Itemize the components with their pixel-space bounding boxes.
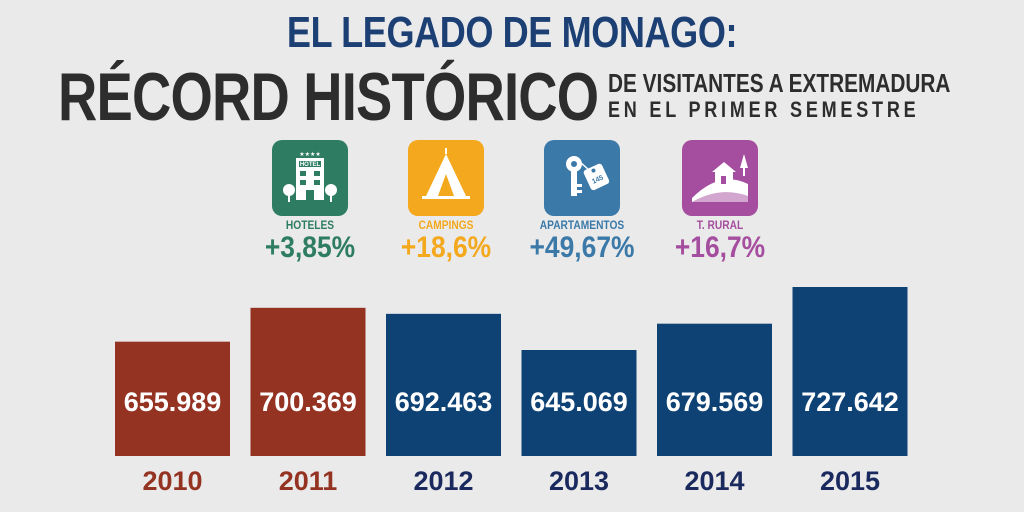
bar-value-label: 692.463 (395, 387, 493, 417)
category-percentage: +49,67% (529, 231, 635, 264)
hotel-icon: HOTEL ★★★★ (272, 140, 348, 216)
visitors-bar-chart: 655.989 2010 700.369 2011 692.463 2012 645.069… (115, 287, 908, 496)
year-tick-label: 2010 (142, 466, 202, 496)
category-percentage: +18,6% (400, 231, 492, 264)
title-line2: RÉCORD HISTÓRICO (58, 59, 599, 135)
category-hoteles: HOTEL ★★★★ HOTELES +3,85% (235, 140, 385, 264)
bar-value-label: 679.569 (666, 387, 764, 417)
subtitle-line1: DE VISITANTES A EXTREMADURA (608, 68, 951, 98)
subtitle-line2: EN EL PRIMER SEMESTRE (608, 97, 920, 122)
svg-text:★★★★: ★★★★ (299, 151, 321, 158)
year-tick-label: 2014 (684, 466, 744, 496)
year-tick-label: 2015 (820, 466, 880, 496)
category-percentage: +3,85% (264, 231, 356, 264)
hotel-icon-text: HOTEL (300, 162, 321, 168)
bar-2013 (521, 350, 637, 456)
bar-2012 (386, 313, 501, 456)
year-tick-label: 2013 (549, 466, 609, 496)
category-label: APARTAMENTOS (539, 218, 625, 232)
year-tick-label: 2011 (279, 466, 338, 496)
category-label: T. RURAL (696, 218, 744, 232)
bar-2011 (250, 307, 366, 456)
key-icon: 145 (544, 140, 620, 216)
bar-2014 (657, 323, 772, 456)
title-line1: EL LEGADO DE MONAGO: (286, 8, 738, 57)
bar-value-label: 700.369 (259, 387, 357, 417)
year-tick-label: 2012 (413, 466, 473, 496)
bar-value-label: 727.642 (801, 387, 899, 417)
category-percentage: +16,7% (674, 231, 766, 264)
category-label: HOTELES (285, 218, 335, 232)
rural-house-icon (682, 140, 758, 216)
category-label: CAMPINGS (418, 218, 474, 232)
category-apartamentos: 145 APARTAMENTOS +49,67% (507, 140, 657, 264)
bar-2015 (792, 287, 908, 456)
key-tag-text: 145 (591, 174, 605, 185)
bar-value-label: 655.989 (124, 387, 222, 417)
bar-value-label: 645.069 (530, 387, 628, 417)
category-turismo-rural: T. RURAL +16,7% (645, 140, 795, 264)
category-campings: CAMPINGS +18,6% (371, 140, 521, 264)
bar-2010 (115, 341, 230, 456)
tent-icon (408, 140, 484, 216)
